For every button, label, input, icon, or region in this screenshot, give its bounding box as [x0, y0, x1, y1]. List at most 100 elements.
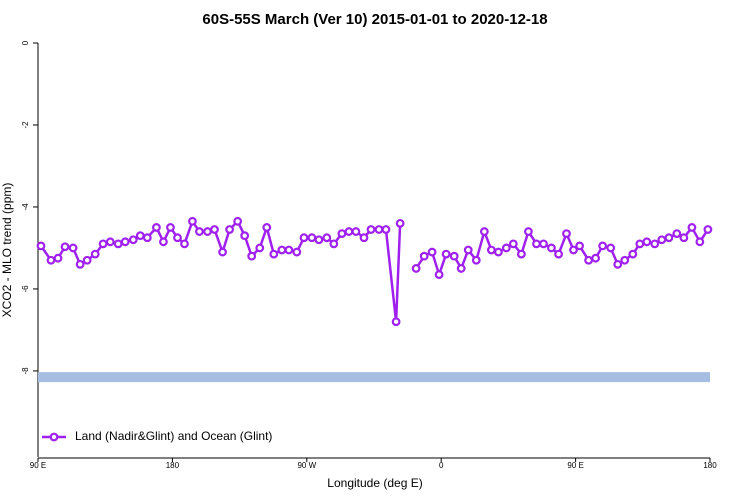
point [195, 227, 204, 236]
point [374, 225, 384, 234]
point [427, 247, 437, 257]
point [584, 255, 593, 265]
y-tick-label: -8 [21, 367, 30, 375]
legend-marker [49, 432, 59, 442]
point [128, 235, 138, 245]
point [547, 243, 556, 253]
point [351, 227, 361, 236]
point [329, 239, 339, 249]
point [75, 259, 85, 269]
x-tick-label: 90 W [297, 461, 316, 470]
point [508, 239, 518, 249]
point [210, 225, 219, 234]
point [613, 259, 623, 269]
point [277, 245, 287, 255]
point [262, 223, 272, 232]
point [635, 239, 645, 249]
point [173, 233, 182, 243]
x-tick-label: 90 E [567, 461, 583, 470]
point [516, 249, 526, 259]
y-tick-label: 0 [21, 40, 30, 45]
y-axis-label: XCO2 - MLO trend (ppm) [0, 183, 14, 318]
point [105, 237, 115, 247]
point [695, 237, 705, 247]
point [679, 233, 689, 243]
point [606, 243, 616, 253]
point [53, 253, 63, 263]
point [366, 225, 376, 234]
point [539, 239, 548, 249]
point [456, 264, 466, 273]
point [113, 239, 123, 249]
point [314, 235, 324, 245]
point [98, 239, 108, 249]
point [411, 264, 421, 273]
point [120, 237, 130, 247]
point [359, 233, 369, 243]
point [135, 231, 145, 241]
point [46, 255, 56, 265]
point [299, 233, 309, 243]
point [463, 245, 473, 255]
x-axis-label: Longitude (deg E) [327, 476, 422, 490]
y-tick-label: -2 [21, 121, 30, 129]
point [598, 241, 608, 251]
point [471, 255, 481, 265]
point [60, 242, 70, 252]
point [642, 237, 652, 247]
point [188, 216, 197, 226]
point [180, 239, 189, 249]
point [142, 233, 152, 243]
point [240, 231, 250, 241]
point [434, 270, 444, 279]
point [36, 241, 46, 251]
point [292, 247, 302, 257]
point [159, 237, 168, 247]
point [381, 225, 391, 234]
point [501, 243, 511, 253]
point [82, 255, 92, 265]
point [391, 317, 401, 327]
point [269, 249, 279, 259]
point [628, 249, 638, 259]
point [344, 227, 354, 236]
point [664, 233, 674, 243]
point [532, 239, 541, 249]
point [322, 233, 332, 243]
point [225, 225, 234, 234]
x-tick-label: 180 [703, 461, 717, 470]
point [575, 241, 585, 251]
point [562, 229, 571, 239]
point [395, 218, 405, 228]
point [233, 216, 243, 226]
point [591, 253, 601, 263]
x-tick-label: 180 [166, 461, 180, 470]
point [672, 229, 682, 239]
point [90, 249, 100, 259]
point [307, 233, 317, 243]
point [255, 243, 265, 253]
y-tick-label: -4 [21, 203, 30, 211]
point [441, 249, 451, 259]
point [620, 255, 630, 265]
point [284, 245, 294, 255]
x-tick-label: 90 E [30, 461, 46, 470]
point [524, 227, 533, 236]
point [449, 251, 459, 261]
point [554, 249, 563, 259]
chart-title: 60S-55S March (Ver 10) 2015-01-01 to 202… [202, 11, 547, 28]
point [203, 227, 212, 236]
point [657, 235, 667, 245]
legend-label: Land (Nadir&Glint) and Ocean (Glint) [75, 429, 272, 443]
point [337, 229, 347, 239]
y-tick-label: -6 [21, 285, 30, 293]
point [152, 223, 161, 232]
point [218, 247, 227, 257]
point [419, 251, 429, 261]
point [479, 227, 489, 236]
point [68, 243, 78, 253]
point [247, 251, 257, 261]
point [650, 239, 660, 249]
point [569, 245, 578, 255]
